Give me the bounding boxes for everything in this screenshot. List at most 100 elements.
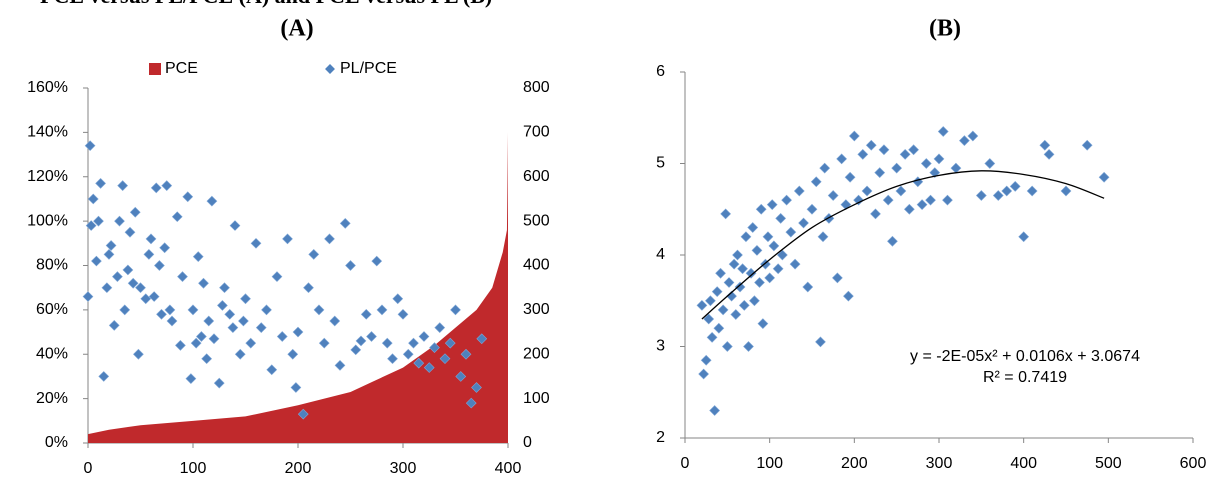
point bbox=[476, 333, 488, 345]
point bbox=[371, 255, 383, 267]
point bbox=[271, 271, 283, 282]
point bbox=[166, 315, 178, 327]
point bbox=[203, 315, 215, 327]
point bbox=[933, 153, 945, 165]
point bbox=[721, 341, 733, 352]
point bbox=[85, 220, 97, 231]
point bbox=[245, 337, 257, 349]
point bbox=[122, 264, 134, 276]
point bbox=[282, 233, 293, 245]
point bbox=[133, 348, 144, 360]
point bbox=[764, 272, 776, 284]
point bbox=[836, 153, 848, 165]
point bbox=[738, 299, 750, 311]
point bbox=[920, 158, 932, 169]
point bbox=[208, 333, 220, 345]
point bbox=[732, 249, 743, 261]
point bbox=[726, 290, 737, 302]
point bbox=[240, 293, 251, 305]
point bbox=[723, 277, 735, 288]
point bbox=[942, 194, 953, 206]
point bbox=[187, 304, 199, 316]
point bbox=[916, 199, 928, 211]
x-tick-label: 200 bbox=[285, 460, 312, 477]
point bbox=[397, 308, 409, 320]
point bbox=[182, 191, 194, 203]
point bbox=[171, 211, 183, 223]
y-tick-label: 80% bbox=[36, 257, 68, 274]
point bbox=[848, 130, 860, 142]
point bbox=[292, 326, 304, 338]
point bbox=[1018, 231, 1030, 243]
legend-label: PCE bbox=[165, 60, 198, 77]
y-tick-label: 140% bbox=[27, 124, 68, 141]
point bbox=[887, 235, 898, 247]
point bbox=[992, 190, 1004, 201]
y2-tick-label: 200 bbox=[523, 345, 550, 362]
point bbox=[895, 185, 907, 197]
point bbox=[975, 190, 987, 201]
point bbox=[198, 277, 209, 289]
point bbox=[785, 226, 797, 238]
point bbox=[423, 362, 435, 373]
point bbox=[857, 148, 869, 160]
point bbox=[751, 245, 763, 256]
point bbox=[161, 180, 173, 191]
y2-tick-label: 400 bbox=[523, 257, 550, 274]
point bbox=[460, 348, 472, 360]
point bbox=[730, 309, 742, 320]
point bbox=[465, 397, 477, 409]
point bbox=[334, 359, 346, 371]
point bbox=[882, 194, 894, 206]
point bbox=[103, 249, 115, 260]
point bbox=[861, 185, 873, 197]
point bbox=[925, 194, 936, 206]
point bbox=[185, 373, 197, 385]
point bbox=[217, 300, 228, 311]
point bbox=[418, 331, 430, 342]
point bbox=[381, 337, 393, 349]
y-tick-label: 6 bbox=[656, 63, 665, 80]
point bbox=[213, 377, 225, 389]
point bbox=[706, 331, 718, 343]
point bbox=[984, 158, 996, 169]
point bbox=[303, 282, 314, 294]
point bbox=[698, 368, 710, 380]
area bbox=[88, 132, 508, 443]
point bbox=[227, 322, 239, 333]
point bbox=[967, 130, 979, 142]
point bbox=[844, 171, 856, 183]
point bbox=[705, 295, 716, 307]
point bbox=[754, 277, 765, 288]
point bbox=[93, 215, 104, 227]
point bbox=[154, 260, 165, 271]
point bbox=[853, 194, 864, 206]
point bbox=[819, 162, 831, 174]
point bbox=[82, 291, 94, 302]
point bbox=[143, 249, 155, 260]
point bbox=[345, 260, 356, 271]
point bbox=[101, 282, 113, 294]
point bbox=[339, 217, 351, 229]
point bbox=[392, 293, 404, 305]
point bbox=[802, 281, 814, 293]
point bbox=[108, 320, 120, 331]
x-tick-label: 0 bbox=[84, 460, 93, 477]
point bbox=[1009, 181, 1021, 192]
point bbox=[91, 255, 102, 267]
point bbox=[119, 304, 131, 316]
point bbox=[196, 331, 207, 342]
point bbox=[810, 176, 822, 188]
point bbox=[827, 190, 839, 201]
point bbox=[749, 295, 760, 307]
legend-swatch bbox=[325, 64, 335, 74]
point bbox=[444, 337, 456, 349]
point bbox=[250, 237, 262, 249]
y-tick-label: 100% bbox=[27, 212, 68, 229]
y-tick-label: 120% bbox=[27, 168, 68, 185]
x-tick-label: 300 bbox=[926, 455, 953, 472]
point bbox=[703, 313, 715, 325]
point bbox=[740, 231, 752, 243]
point bbox=[709, 405, 721, 416]
point bbox=[713, 322, 725, 334]
